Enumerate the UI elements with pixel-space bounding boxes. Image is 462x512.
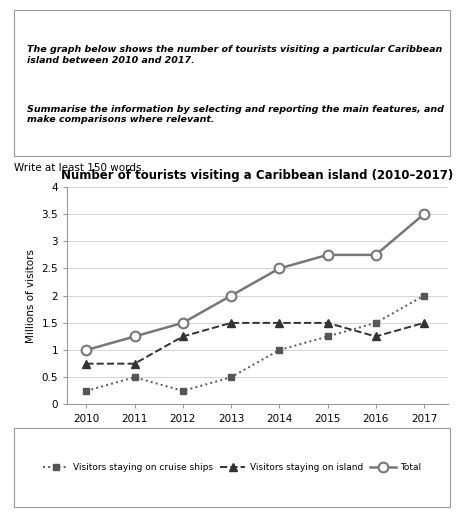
- Y-axis label: Millions of visitors: Millions of visitors: [26, 249, 36, 343]
- Text: Summarise the information by selecting and reporting the main features, and
make: Summarise the information by selecting a…: [27, 105, 444, 124]
- FancyBboxPatch shape: [14, 428, 450, 507]
- Legend: Visitors staying on cruise ships, Visitors staying on island, Total: Visitors staying on cruise ships, Visito…: [38, 458, 426, 476]
- Title: Number of tourists visiting a Caribbean island (2010–2017): Number of tourists visiting a Caribbean …: [61, 168, 454, 182]
- Text: The graph below shows the number of tourists visiting a particular Caribbean
isl: The graph below shows the number of tour…: [27, 45, 442, 65]
- FancyBboxPatch shape: [14, 10, 450, 156]
- Text: Write at least 150 words.: Write at least 150 words.: [14, 163, 145, 173]
